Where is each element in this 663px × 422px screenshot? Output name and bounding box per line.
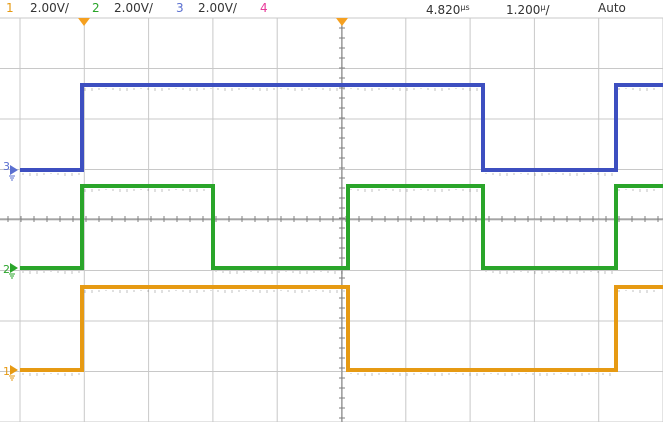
ch3-ground-icon <box>9 175 15 181</box>
ch3-ground-marker[interactable]: 3 <box>3 160 18 181</box>
time-div-readout[interactable]: 1.200μ/ <box>506 1 550 17</box>
ch1-ground-label: 1 <box>3 365 10 378</box>
timebase-unit: s <box>465 3 470 12</box>
ch2-scale[interactable]: 2.00V/ <box>114 1 153 15</box>
graticule <box>0 17 663 422</box>
ch3-waveform <box>20 83 663 172</box>
trigger-center-marker[interactable] <box>336 18 348 26</box>
ch2-ground-icon <box>9 273 15 279</box>
ch2-ground-marker[interactable]: 2 <box>3 263 18 279</box>
status-bar: 1 2.00V/ 2 2.00V/ 3 2.00V/ 4 4.820μs 1.2… <box>0 0 663 18</box>
trigger-mode[interactable]: Auto <box>598 1 626 15</box>
timebase-prefix: μ <box>460 3 466 12</box>
trigger-position-marker[interactable] <box>78 18 90 26</box>
ch3-noise <box>22 88 655 176</box>
ch3-number[interactable]: 3 <box>176 1 184 15</box>
ch1-ground-marker[interactable]: 1 <box>3 365 18 381</box>
ch2-waveform <box>20 184 663 270</box>
ch3-ground-arrow <box>10 165 18 175</box>
ch2-ground-arrow <box>10 263 18 273</box>
time-div-unit: / <box>545 3 550 17</box>
time-div-value: 1.200 <box>506 3 541 17</box>
timebase-readout[interactable]: 4.820μs <box>426 1 470 17</box>
ch1-number[interactable]: 1 <box>6 1 14 15</box>
timebase-value: 4.820 <box>426 3 461 17</box>
ch3-scale[interactable]: 2.00V/ <box>198 1 237 15</box>
ch1-ground-arrow <box>10 365 18 375</box>
ch1-noise <box>22 290 655 376</box>
time-div-prefix: μ <box>540 3 546 12</box>
ch1-scale[interactable]: 2.00V/ <box>30 1 69 15</box>
ch4-number[interactable]: 4 <box>260 1 268 15</box>
ch1-ground-icon <box>9 375 15 381</box>
ch2-ground-label: 2 <box>3 263 10 276</box>
ch3-ground-label: 3 <box>3 160 10 173</box>
ch1-waveform <box>20 285 663 372</box>
waveforms <box>20 83 663 376</box>
ch2-number[interactable]: 2 <box>92 1 100 15</box>
ch2-noise <box>22 189 655 274</box>
